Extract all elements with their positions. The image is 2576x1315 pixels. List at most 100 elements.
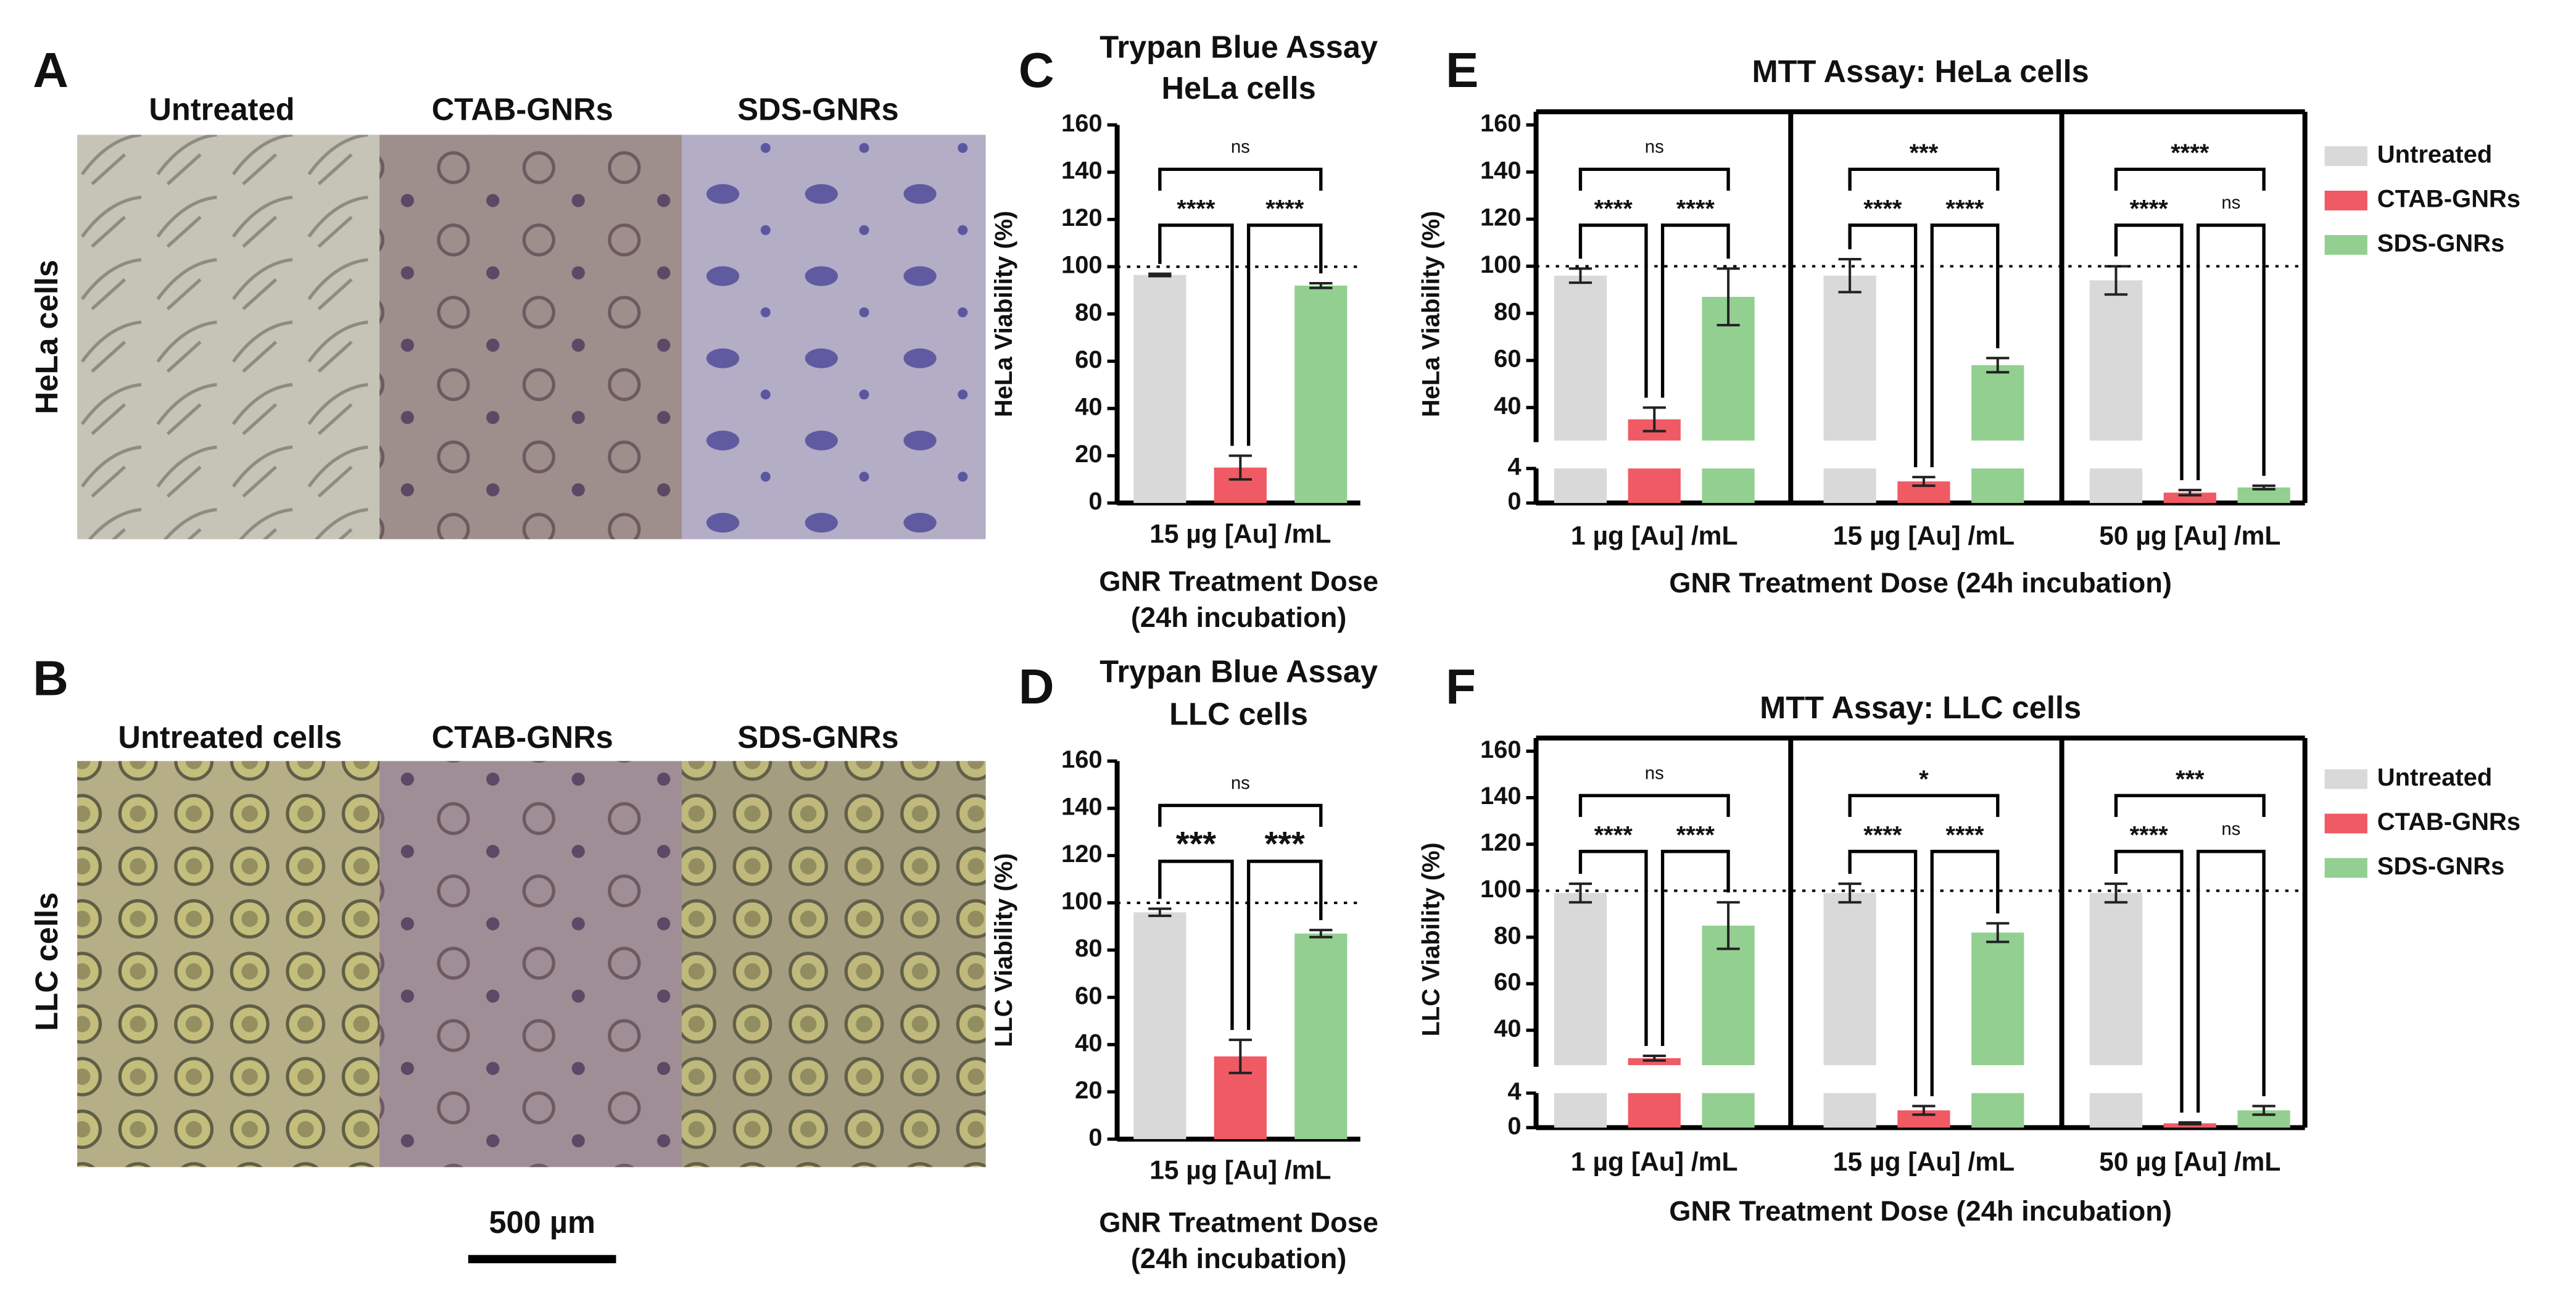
column-label: SDS-GNRs <box>737 720 898 755</box>
significance-label: **** <box>1265 196 1304 223</box>
column-label: CTAB-GNRs <box>432 720 613 755</box>
y-tick-label: 80 <box>1075 935 1102 962</box>
bar <box>1294 285 1348 504</box>
x-axis-label: GNR Treatment Dose <box>1099 566 1378 597</box>
x-axis-label: GNR Treatment Dose (24h incubation) <box>1669 1195 2172 1227</box>
significance-bracket <box>1848 850 1918 1097</box>
bar <box>2163 492 2216 504</box>
y-tick-label: 20 <box>1075 1077 1102 1104</box>
y-tick-label: 160 <box>1480 736 1522 763</box>
legend-label: Untreated <box>2377 141 2492 168</box>
legend-swatch <box>2324 813 2367 834</box>
chart-subtitle: LLC cells <box>1169 697 1308 732</box>
significance-bracket <box>1660 850 1730 1047</box>
micrograph-texture <box>77 761 380 1168</box>
legend-swatch <box>2324 146 2367 167</box>
significance-label: *** <box>1265 824 1305 863</box>
y-tick-label: 160 <box>1061 110 1103 137</box>
x-tick-label: 1 µg [Au] /mL <box>1571 521 1738 550</box>
column-label: Untreated <box>149 91 294 127</box>
significance-label: **** <box>1676 821 1715 848</box>
bar <box>1133 912 1187 1139</box>
y-tick-label: 20 <box>1075 441 1102 468</box>
y-tick-label: 160 <box>1061 746 1103 773</box>
y-tick-label: 100 <box>1480 876 1522 903</box>
column-label: CTAB-GNRs <box>432 91 613 127</box>
column-label: SDS-GNRs <box>737 91 898 127</box>
panel-letter: E <box>1446 43 1478 97</box>
y-tick-label: 60 <box>1075 346 1102 373</box>
y-tick-label: 60 <box>1494 969 1521 996</box>
panel-letter: B <box>33 651 68 706</box>
significance-label: **** <box>1863 821 1902 848</box>
x-tick-label: 1 µg [Au] /mL <box>1571 1147 1738 1177</box>
significance-label: *** <box>2176 766 2205 793</box>
bar <box>1294 933 1348 1139</box>
y-tick-label: 0 <box>1088 1124 1102 1151</box>
y-axis-label: LLC Viability (%) <box>990 853 1017 1047</box>
significance-label: **** <box>1863 196 1902 223</box>
bar <box>1971 932 2024 1066</box>
y-tick-label: 80 <box>1494 922 1521 949</box>
y-tick-label: 100 <box>1061 252 1103 279</box>
significance-label: *** <box>1176 824 1216 863</box>
significance-bracket <box>1930 223 2000 468</box>
significance-label: **** <box>1594 196 1633 223</box>
significance-bracket <box>1848 167 2000 191</box>
significance-label: **** <box>1594 821 1633 848</box>
significance-label: ns <box>1645 763 1664 783</box>
y-tick-label: 40 <box>1075 393 1102 420</box>
bar <box>1971 365 2024 441</box>
micrograph-texture <box>379 135 682 539</box>
significance-label: **** <box>1676 196 1715 223</box>
significance-bracket <box>1578 850 1648 1047</box>
significance-bracket <box>2114 794 2266 817</box>
significance-label: **** <box>1945 821 1984 848</box>
y-tick-label: 60 <box>1075 982 1102 1010</box>
significance-label: *** <box>1910 139 1939 167</box>
significance-bracket <box>1158 860 1234 1031</box>
significance-label: ns <box>1231 773 1250 793</box>
bar <box>1554 468 1607 504</box>
panel-letter: A <box>33 43 68 97</box>
panel-letter: D <box>1019 659 1054 714</box>
y-tick-label: 140 <box>1480 157 1522 184</box>
x-tick-label: 15 µg [Au] /mL <box>1149 520 1331 549</box>
chart-title: MTT Assay: LLC cells <box>1760 690 2081 725</box>
bar <box>2089 280 2143 441</box>
x-tick-label: 15 µg [Au] /mL <box>1149 1155 1331 1185</box>
y-tick-label: 100 <box>1061 888 1103 915</box>
significance-label: **** <box>1177 196 1216 223</box>
bar <box>2089 1093 2143 1128</box>
bar <box>1554 1093 1607 1128</box>
significance-label: **** <box>2171 139 2209 167</box>
y-tick-label: 140 <box>1061 157 1103 185</box>
significance-bracket <box>1660 223 1730 398</box>
y-tick-label: 4 <box>1507 454 1521 481</box>
bar <box>2089 468 2143 504</box>
legend-label: SDS-GNRs <box>2377 230 2504 257</box>
legend-label: Untreated <box>2377 764 2492 791</box>
significance-bracket <box>1848 794 2000 817</box>
bar <box>1554 275 1607 441</box>
micrograph-texture <box>681 761 986 1168</box>
significance-label: **** <box>2130 821 2169 848</box>
bar <box>1823 893 1876 1066</box>
significance-label: ns <box>1645 136 1664 157</box>
significance-bracket <box>2114 223 2184 481</box>
significance-bracket <box>1578 794 1730 817</box>
legend-swatch <box>2324 234 2367 255</box>
significance-bracket <box>2196 850 2266 1113</box>
y-tick-label: 160 <box>1480 110 1522 137</box>
significance-bracket <box>1848 223 1918 468</box>
y-tick-label: 120 <box>1480 829 1522 857</box>
significance-label: * <box>1919 766 1929 793</box>
y-axis-label: HeLa Viability (%) <box>990 211 1017 417</box>
significance-label: ns <box>2221 819 2240 839</box>
y-tick-label: 0 <box>1507 1113 1521 1140</box>
bar <box>1971 1093 2024 1128</box>
y-tick-label: 120 <box>1480 204 1522 231</box>
y-tick-label: 80 <box>1494 298 1521 325</box>
significance-bracket <box>1158 223 1234 446</box>
legend-label: CTAB-GNRs <box>2377 186 2520 213</box>
